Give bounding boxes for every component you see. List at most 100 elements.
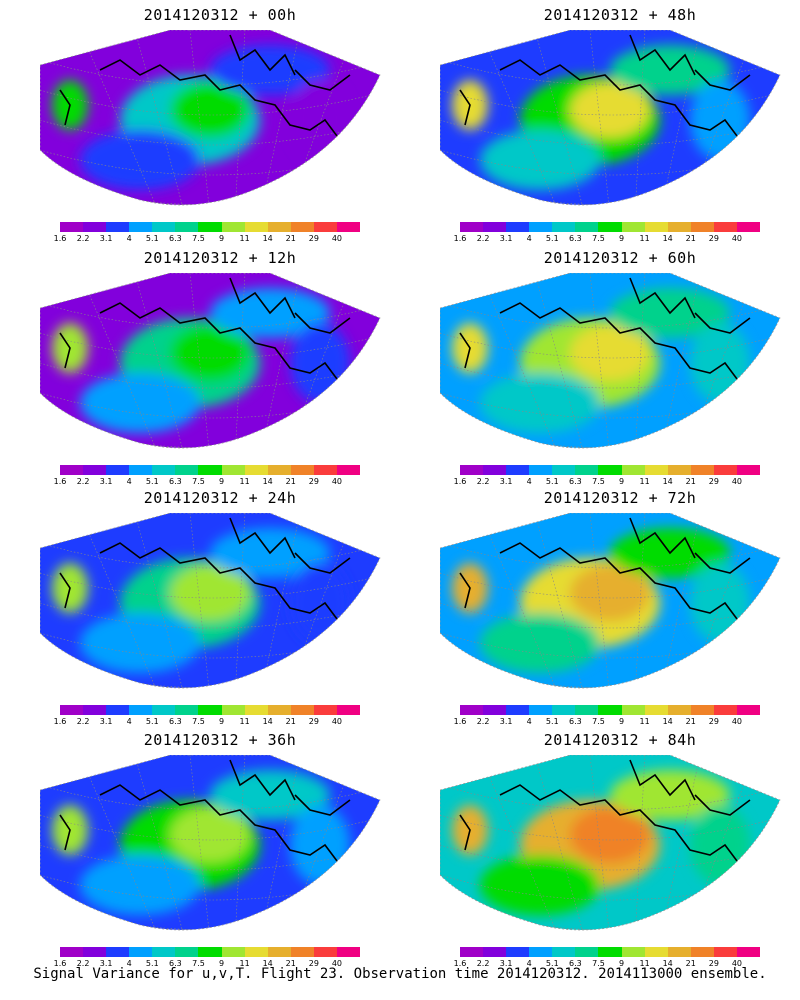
colorbar-segment [152, 947, 176, 957]
colorbar-segment [175, 222, 199, 232]
colorbar-label: 1.6 [53, 717, 67, 726]
colorbar-segment [460, 465, 484, 475]
colorbar-label: 9 [618, 959, 625, 968]
colorbar-segment [460, 222, 484, 232]
colorbar-labels: 1.6 2.2 3.1 4 5.1 6.3 7.5 9 11 14 21 29 40 [54, 959, 360, 971]
colorbar-segment [83, 465, 107, 475]
colorbar-label: 21 [285, 234, 296, 243]
colorbar-label: 21 [685, 717, 696, 726]
colorbar-label: 40 [731, 717, 743, 726]
colorbar-label: 14 [662, 959, 673, 968]
colorbar [460, 465, 761, 475]
colorbar-label: 29 [308, 234, 319, 243]
colorbar-label: 40 [731, 959, 743, 968]
graticule-line [440, 874, 780, 901]
colorbar-label: 5.1 [145, 234, 159, 243]
graticule-line [659, 513, 701, 688]
colorbar-label: 4 [126, 959, 132, 968]
graticule-line [234, 273, 246, 448]
graticule-line [40, 784, 380, 811]
graticule-line [134, 30, 186, 205]
colorbar-segment [129, 705, 153, 715]
graticule-line [440, 332, 780, 359]
colorbar-segment [598, 705, 622, 715]
colorbar-label: 6.3 [169, 477, 182, 486]
variance-contour [690, 323, 750, 403]
graticule-line [40, 542, 380, 569]
graticule-line [134, 755, 186, 930]
graticule-line [189, 30, 211, 205]
colorbar-segment [83, 705, 107, 715]
colorbar-label: 6.3 [569, 959, 582, 968]
coastline [459, 759, 776, 867]
graticule-line [659, 273, 701, 448]
variance-contour [80, 373, 200, 433]
variance-contour [290, 323, 350, 403]
colorbar-segment [598, 947, 622, 957]
map-boundary [440, 513, 781, 689]
colorbar-segment [198, 947, 222, 957]
colorbar-labels: 1.6 2.2 3.1 4 5.1 6.3 7.5 9 11 14 21 29 40 [454, 717, 760, 729]
graticule-line [259, 273, 301, 448]
graticule-line [440, 89, 780, 116]
colorbar-segment [129, 222, 153, 232]
colorbar-segment [713, 947, 737, 957]
graticule-line [440, 149, 780, 176]
graticule-line [40, 814, 380, 841]
colorbar-segment [483, 705, 507, 715]
colorbar-label: 6.3 [169, 959, 182, 968]
variance-map [40, 273, 381, 449]
graticule-line [440, 362, 780, 389]
variance-contour [480, 373, 600, 433]
colorbar-label: 6.3 [169, 717, 182, 726]
map-panel: 2014120312 + 72h 1.6 2.2 3.1 4 5.1 6.3 7.5 9 11 14… [440, 483, 800, 726]
colorbar-label: 11 [239, 959, 250, 968]
colorbar-segment [552, 465, 576, 475]
colorbar [460, 222, 761, 232]
colorbar-label: 6.3 [569, 717, 582, 726]
graticule-line [634, 513, 646, 688]
colorbar-segment [175, 947, 199, 957]
colorbar [60, 947, 361, 957]
colorbar-label: 29 [708, 717, 719, 726]
graticule-line [40, 572, 380, 599]
graticule-line [189, 273, 211, 448]
colorbar-label: 5.1 [145, 959, 159, 968]
map-boundary [40, 30, 381, 206]
colorbar-label: 29 [308, 717, 319, 726]
graticule-line [40, 119, 380, 146]
graticule-line [234, 513, 246, 688]
graticule-line [440, 572, 780, 599]
colorbar-label: 11 [639, 717, 650, 726]
graticule-line [234, 755, 246, 930]
colorbar-segment [60, 222, 84, 232]
graticule-line [659, 30, 701, 205]
colorbar-segment [483, 222, 507, 232]
colorbar-label: 1.6 [453, 717, 467, 726]
variance-contour [480, 855, 600, 915]
graticule-line [440, 632, 780, 659]
colorbar-segment [644, 465, 668, 475]
colorbar-segment [83, 222, 107, 232]
coastline [459, 517, 776, 625]
colorbar-segment [106, 222, 130, 232]
colorbar-segment [198, 465, 222, 475]
variance-map [440, 30, 781, 206]
graticule-line [40, 874, 380, 901]
colorbar-label: 3.1 [99, 477, 113, 486]
colorbar-label: 21 [285, 959, 296, 968]
graticule-line [440, 814, 780, 841]
colorbar-label: 2.2 [76, 717, 90, 726]
panel-title: 2014120312 + 60h [543, 249, 697, 267]
colorbar-label: 11 [639, 234, 650, 243]
colorbar-label: 14 [662, 477, 673, 486]
colorbar-label: 1.6 [453, 477, 467, 486]
colorbar-label: 1.6 [453, 959, 467, 968]
colorbar-segment [460, 705, 484, 715]
colorbar-segment [336, 947, 361, 957]
graticule-line [634, 755, 646, 930]
variance-contour [80, 130, 200, 190]
colorbar-segment [221, 222, 245, 232]
graticule-line [40, 602, 380, 629]
colorbar-segment [175, 465, 199, 475]
